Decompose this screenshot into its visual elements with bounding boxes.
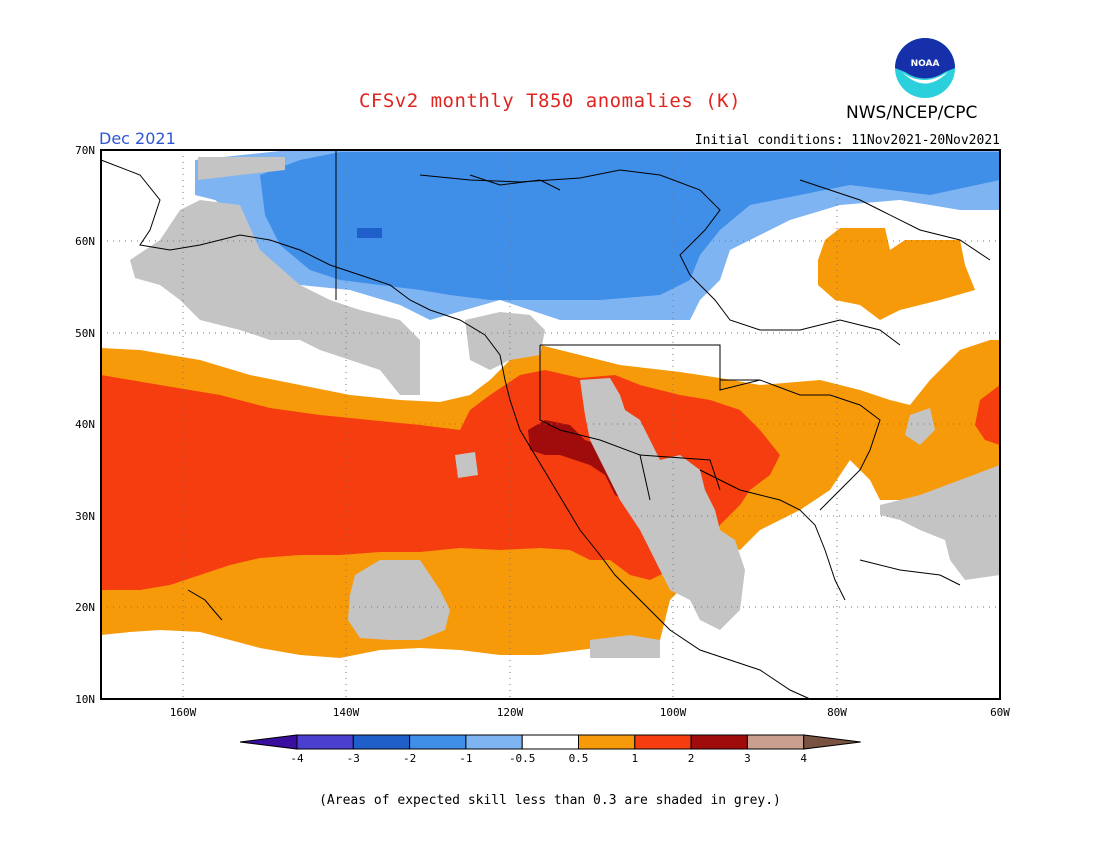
region-grey-atlantic-north — [905, 408, 935, 445]
anomaly-map: 70N 60N 50N 40N 30N 20N 10N 160W 140W 12… — [75, 38, 1011, 719]
lon-label: 160W — [170, 706, 197, 719]
lon-label: 140W — [333, 706, 360, 719]
lat-label: 30N — [75, 510, 95, 523]
colorbar-swatch — [352, 734, 411, 750]
colorbar-swatch — [746, 734, 805, 750]
map-title: CFSv2 monthly T850 anomalies (K) — [358, 90, 742, 112]
region-hot-southwest — [528, 420, 637, 500]
colorbar-swatch — [409, 734, 467, 750]
region-grey-pacific — [130, 200, 420, 395]
forecast-month: Dec 2021 — [99, 129, 176, 148]
lat-label: 40N — [75, 418, 95, 431]
colorbar-label: -2 — [403, 752, 416, 765]
colorbar-arrow-low — [239, 734, 298, 750]
colorbar-label: -1 — [459, 752, 472, 765]
colorbar-swatch — [465, 734, 523, 750]
colorbar-label: 0.5 — [569, 752, 589, 765]
coastlines — [100, 150, 991, 700]
logo-text: NOAA — [911, 59, 940, 69]
lat-label: 10N — [75, 693, 95, 706]
lat-label: 20N — [75, 601, 95, 614]
lon-label: 100W — [660, 706, 687, 719]
region-cold-dark — [357, 228, 382, 238]
noaa-logo: NOAA — [895, 38, 955, 98]
colorbar-label: 2 — [688, 752, 695, 765]
footnote: (Areas of expected skill less than 0.3 a… — [319, 793, 781, 808]
colorbar-swatch — [521, 734, 580, 750]
region-grey-rockies — [580, 378, 745, 630]
lon-label: 120W — [497, 706, 524, 719]
lon-label: 80W — [827, 706, 847, 719]
colorbar-arrow-high — [803, 734, 861, 750]
lat-labels: 70N 60N 50N 40N 30N 20N 10N — [75, 144, 95, 706]
colorbar-swatch — [578, 734, 636, 750]
lat-label: 60N — [75, 235, 95, 248]
lon-label: 60W — [990, 706, 1010, 719]
region-grey-arctic — [198, 157, 285, 180]
region-warm-labrador — [818, 228, 975, 320]
colorbar-swatch — [634, 734, 692, 750]
colorbar-label: -4 — [290, 752, 304, 765]
colorbar-swatch — [690, 734, 748, 750]
lon-labels: 160W 140W 120W 100W 80W 60W — [170, 706, 1011, 719]
region-cold-medium — [260, 152, 1000, 300]
region-grey-mexico — [590, 635, 660, 658]
colorbar-label: 3 — [744, 752, 751, 765]
colorbar-label: -0.5 — [509, 752, 536, 765]
map-frame — [100, 149, 1001, 700]
region-grey-pacific-south — [348, 560, 450, 640]
initial-conditions: Initial conditions: 11Nov2021-20Nov2021 — [694, 133, 1000, 148]
colorbar-label: 1 — [631, 752, 638, 765]
colorbar-label: -3 — [347, 752, 360, 765]
map-field — [101, 150, 1000, 699]
region-grey-small — [455, 452, 478, 478]
region-grey-nw-usa — [465, 312, 545, 370]
region-warm-red-atlantic — [975, 385, 1000, 445]
region-grey-atlantic — [880, 465, 1000, 580]
agency-label: NWS/NCEP/CPC — [846, 103, 978, 123]
lat-label: 50N — [75, 327, 95, 340]
colorbar-swatch — [296, 734, 354, 750]
colorbar-label: 4 — [800, 752, 807, 765]
lat-label: 70N — [75, 144, 95, 157]
